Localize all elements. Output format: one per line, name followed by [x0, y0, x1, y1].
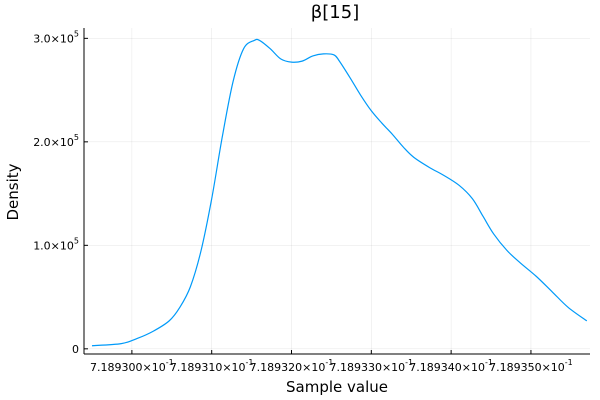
density-curve — [91, 38, 588, 347]
y-axis-ticks: 0 1.0×105 2.0×105 3.0×105 — [33, 29, 88, 356]
y-tick-label: 2.0×105 — [33, 133, 79, 149]
series-group — [91, 38, 588, 347]
x-axis-label: Sample value — [286, 378, 388, 396]
y-tick-label: 3.0×105 — [33, 29, 79, 45]
x-tick-label: 7.189350×10-1 — [489, 358, 573, 374]
x-tick-label: 7.189340×10-1 — [409, 358, 493, 374]
y-tick-label: 0 — [72, 343, 79, 356]
x-tick-label: 7.189320×10-1 — [250, 358, 334, 374]
x-gridlines — [131, 28, 532, 354]
x-tick-label: 7.189300×10-1 — [90, 358, 174, 374]
y-tick-label: 1.0×105 — [33, 236, 79, 252]
x-tick-label: 7.189310×10-1 — [170, 358, 254, 374]
x-axis-ticks: 7.189300×10-17.189310×10-17.189320×10-17… — [90, 350, 573, 374]
chart-title: β[15] — [311, 2, 359, 23]
y-axis-label: Density — [4, 163, 22, 220]
x-tick-label: 7.189330×10-1 — [329, 358, 413, 374]
y-gridlines — [84, 38, 590, 350]
